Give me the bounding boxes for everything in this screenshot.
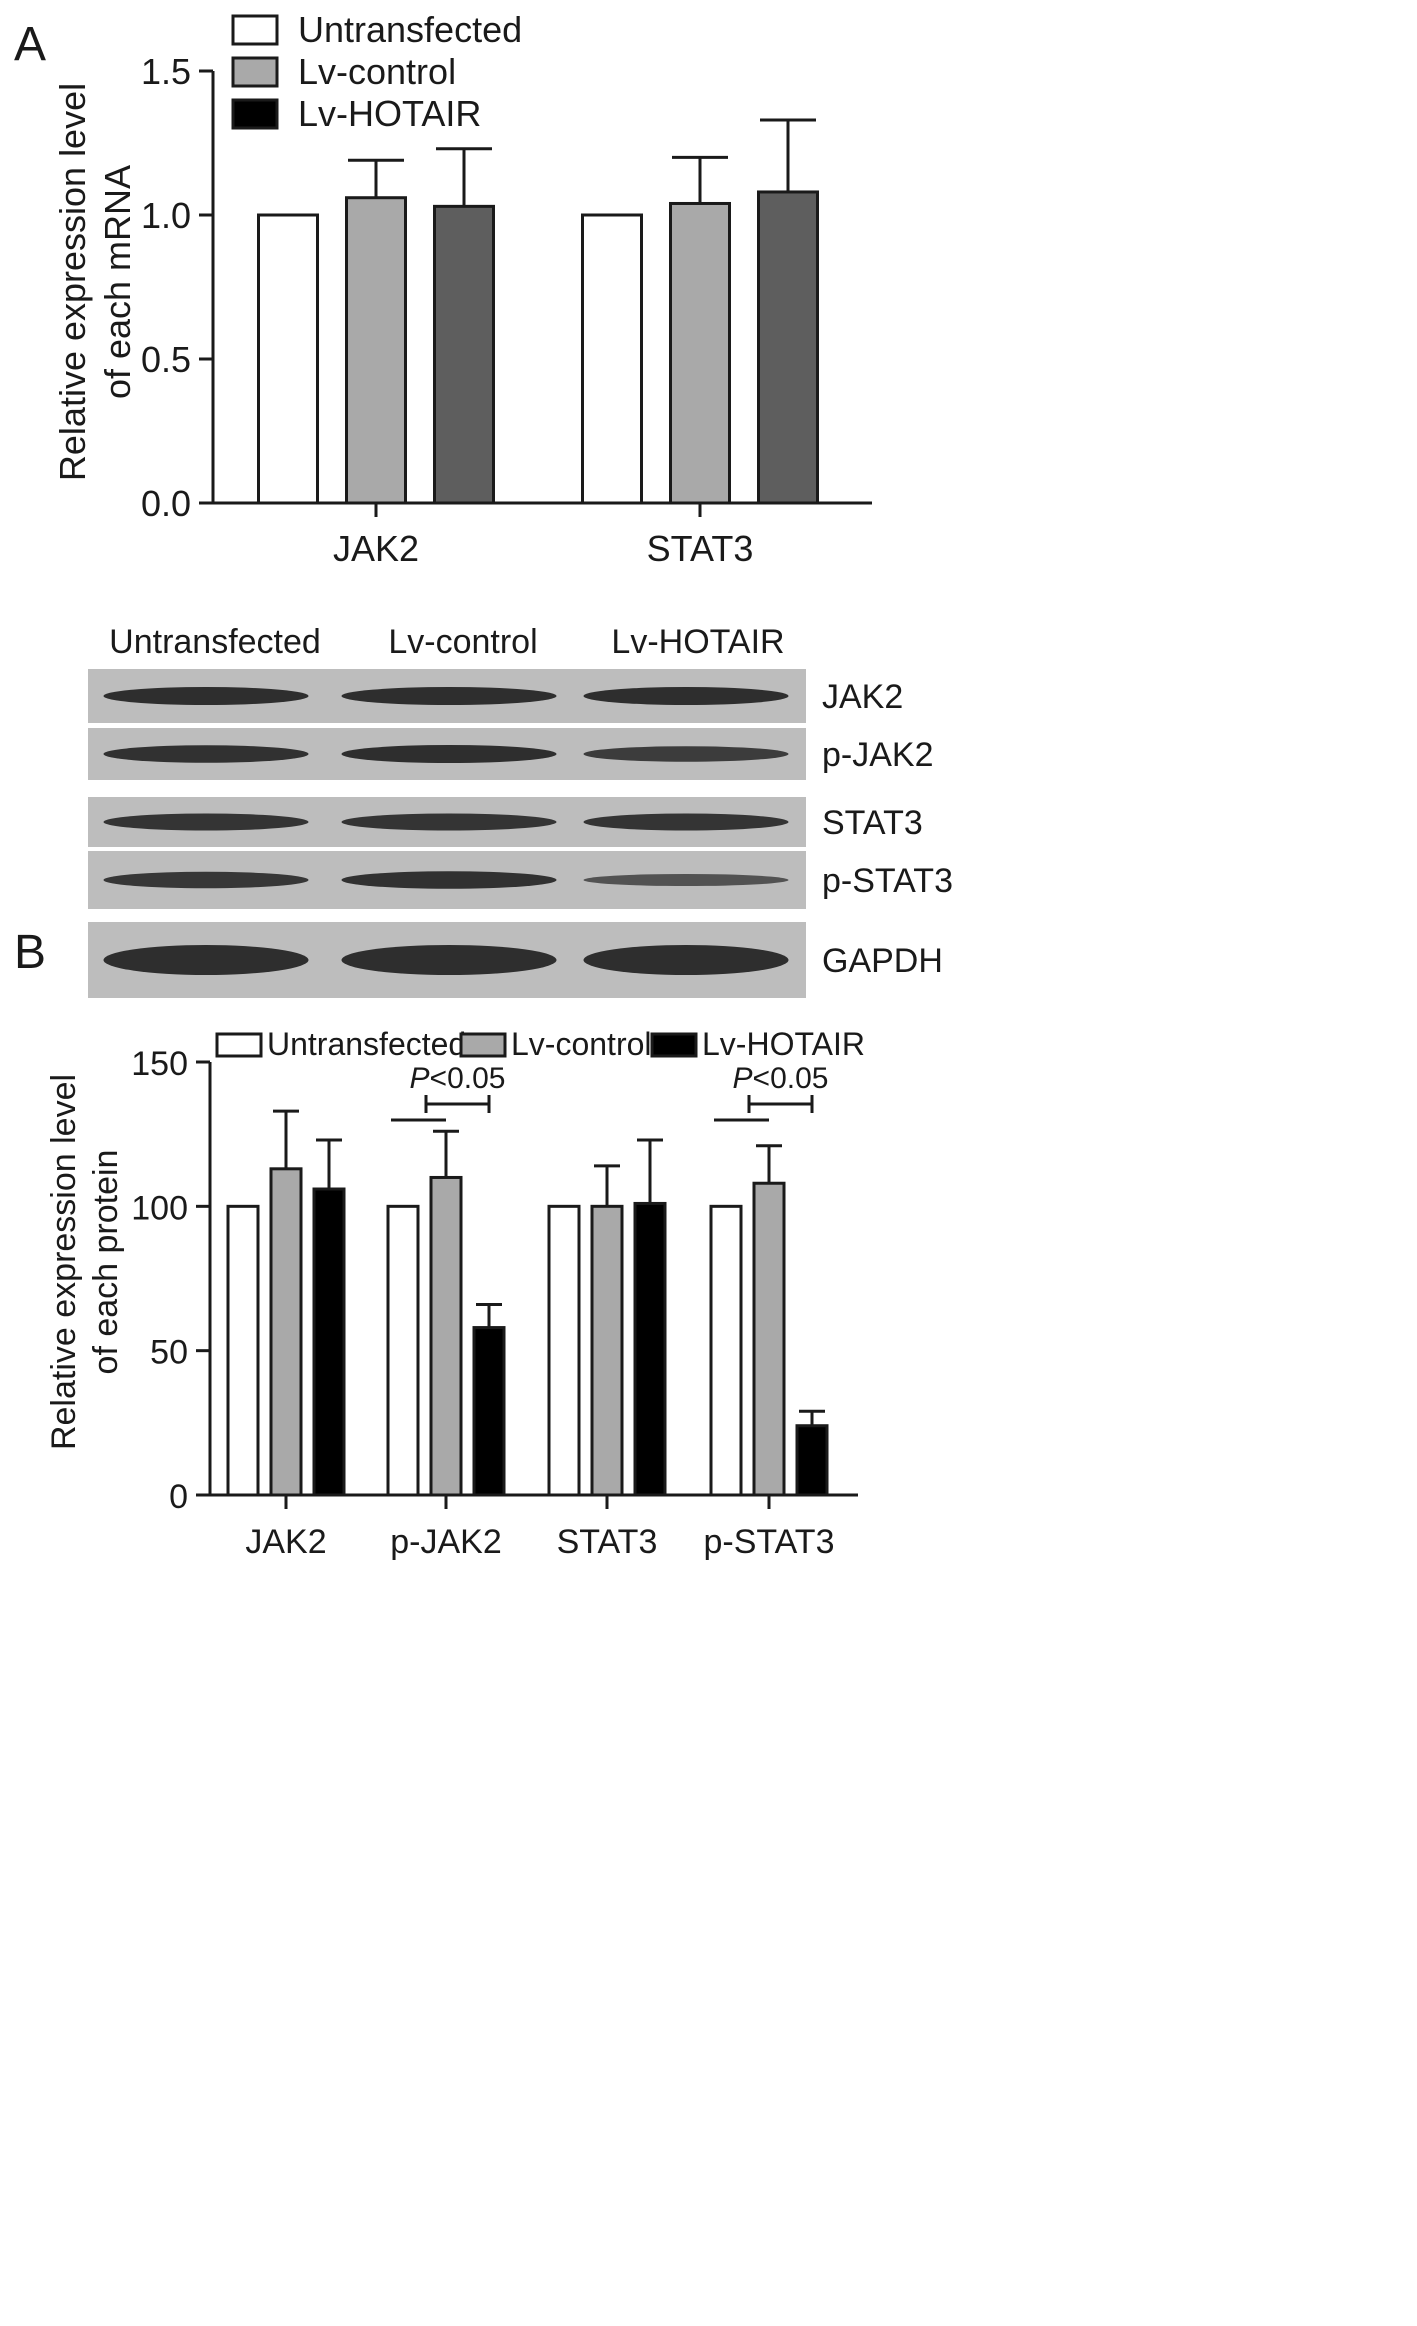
significance-value: <0.05	[430, 1062, 506, 1095]
blot-lane-label: Lv-HOTAIR	[611, 623, 784, 661]
y-axis-label: of each mRNA	[97, 165, 138, 399]
blot-row-label: GAPDH	[822, 942, 943, 980]
legend-swatch	[650, 1032, 698, 1058]
bar-lv-hotair	[472, 1326, 506, 1497]
blot-row-label: p-JAK2	[822, 736, 934, 774]
legend-swatch	[231, 14, 279, 46]
significance-p: P	[733, 1062, 753, 1095]
y-axis-label: of each protein	[87, 1150, 125, 1375]
bar-lv-control	[752, 1181, 786, 1497]
chart-b: 0 50 100 150 Relative expression level of eac…	[45, 1026, 865, 1561]
legend-swatch	[459, 1032, 507, 1058]
blot-band	[103, 745, 309, 763]
x-tick-label: STAT3	[647, 528, 754, 569]
blot-band	[103, 871, 309, 889]
bar-untransfected	[581, 213, 643, 505]
bar-lv-hotair	[312, 1187, 346, 1497]
x-tick-label: JAK2	[333, 528, 419, 569]
bar-lv-control	[590, 1204, 624, 1497]
bar-lv-control	[669, 201, 731, 505]
y-tick-label: 0	[169, 1478, 188, 1516]
y-tick-label: 1.5	[141, 51, 191, 92]
legend-label: Lv-HOTAIR	[702, 1026, 865, 1062]
x-tick-label: p-STAT3	[704, 1523, 835, 1561]
blot-row-label: STAT3	[822, 804, 923, 842]
y-axis-label: Relative expression level	[52, 83, 93, 481]
blot-band	[583, 873, 789, 887]
legend-label: Lv-HOTAIR	[298, 93, 481, 134]
significance-value: <0.05	[753, 1062, 829, 1095]
significance-label: P<0.05	[733, 1062, 829, 1095]
y-tick-label: 0.5	[141, 339, 191, 380]
blot-lane-label: Untransfected	[109, 623, 321, 661]
y-tick-label: 1.0	[141, 195, 191, 236]
legend-label: Lv-control	[298, 51, 456, 92]
legend-label: Lv-control	[511, 1026, 652, 1062]
legend-label: Untransfected	[267, 1026, 466, 1062]
blot-band	[341, 871, 557, 889]
y-tick-label: 50	[150, 1334, 188, 1372]
bar-lv-hotair	[757, 190, 819, 505]
panel-label-a: A	[14, 18, 46, 71]
bar-untransfected	[547, 1204, 581, 1497]
y-tick-label: 150	[131, 1045, 188, 1083]
legend-swatch	[231, 56, 279, 88]
western-blot: Untransfected Lv-control Lv-HOTAIR JAK2 p-JA…	[88, 623, 953, 998]
x-tick-label: JAK2	[245, 1523, 326, 1561]
legend-swatch	[231, 98, 279, 130]
significance-label: P<0.05	[410, 1062, 506, 1095]
blot-band	[341, 745, 557, 763]
blot-band	[341, 687, 557, 705]
blot-band	[103, 945, 309, 975]
blot-band	[583, 687, 789, 705]
blot-band	[583, 813, 789, 831]
legend-swatch	[215, 1032, 263, 1058]
bar-untransfected	[709, 1204, 743, 1497]
bar-untransfected	[257, 213, 319, 505]
y-tick-label: 100	[131, 1189, 188, 1227]
blot-band	[583, 945, 789, 975]
significance-p: P	[410, 1062, 430, 1095]
bar-lv-control	[429, 1175, 463, 1497]
legend-label: Untransfected	[298, 9, 522, 50]
blot-band	[341, 945, 557, 975]
blot-band	[103, 813, 309, 831]
chart-a: 0.0 0.5 1.0 1.5 Relative expression level of …	[52, 9, 872, 569]
bar-untransfected	[386, 1204, 420, 1497]
x-tick-label: p-JAK2	[390, 1523, 502, 1561]
blot-row-label: JAK2	[822, 678, 903, 716]
blot-lane-label: Lv-control	[388, 623, 537, 661]
bar-lv-control	[269, 1167, 303, 1497]
x-tick-label: STAT3	[557, 1523, 658, 1561]
blot-band	[103, 687, 309, 705]
panel-label-b: B	[14, 926, 46, 979]
bar-lv-hotair	[795, 1424, 829, 1497]
blot-row-label: p-STAT3	[822, 862, 953, 900]
y-axis-label: Relative expression level	[45, 1074, 83, 1450]
bar-lv-control	[345, 196, 407, 505]
blot-band	[583, 746, 789, 762]
bar-lv-hotair	[433, 204, 495, 505]
y-tick-label: 0.0	[141, 483, 191, 524]
bar-lv-hotair	[633, 1201, 667, 1497]
blot-band	[341, 813, 557, 831]
bar-untransfected	[226, 1204, 260, 1497]
